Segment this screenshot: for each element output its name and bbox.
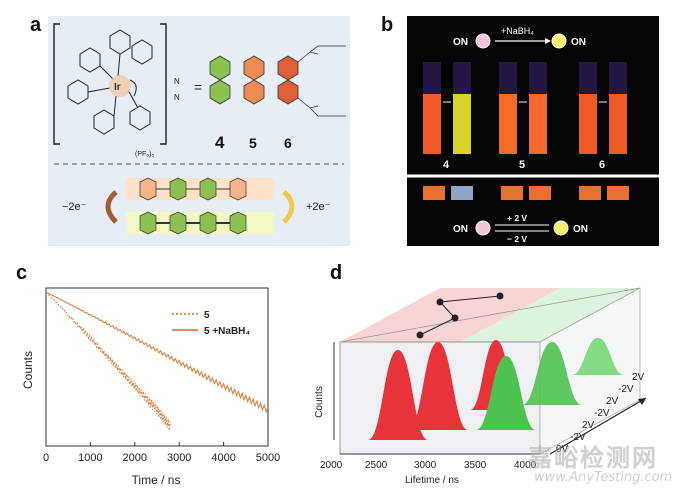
- ligand-label-4: 4: [215, 133, 225, 152]
- peak-green-3: [572, 338, 624, 375]
- on-label-right: ON: [571, 37, 586, 48]
- vial-4-before: [423, 62, 441, 154]
- x-tick-label: 0: [43, 452, 49, 464]
- on-label-bottom-right: ON: [573, 224, 588, 235]
- x-tick-3500: 3500: [464, 460, 487, 471]
- series-layer: [45, 291, 269, 431]
- counter-ion: (PF₆)₅: [135, 151, 154, 158]
- electro-strips: [423, 186, 629, 200]
- chart-frame: [45, 287, 269, 447]
- x-tick-2500: 2500: [365, 460, 388, 471]
- panel-b-figure: ON +NaBH₄ ON 4 5 6 ON + 2 V − 2 V ON: [407, 16, 659, 246]
- oxidized-chain: [126, 177, 274, 201]
- plus-2v-label: + 2 V: [507, 213, 527, 223]
- on-icon-right: [551, 33, 567, 49]
- x-tick-label: 3000: [167, 452, 191, 464]
- ligand-4-structure: [209, 55, 231, 105]
- trace-point: [451, 314, 459, 322]
- z-axis-label: Counts: [314, 386, 325, 418]
- on-label-left: ON: [453, 37, 468, 48]
- panel-b-letter: b: [381, 14, 394, 36]
- on-label-bottom-left: ON: [453, 224, 468, 235]
- minus-2e-label: −2e⁻: [62, 201, 87, 213]
- sample-label-4: 4: [443, 159, 450, 171]
- vial-5-before: [499, 62, 517, 154]
- ligand-label-6: 6: [284, 135, 292, 151]
- trace-point: [496, 292, 504, 300]
- cycle-tick-3: -2V: [594, 408, 610, 419]
- cycle-axis: [549, 397, 647, 455]
- lifetime-axis-label: Lifetime / ns: [405, 475, 459, 486]
- cycle-tick-5: -2V: [618, 384, 634, 395]
- right-bracket: [160, 23, 167, 145]
- x-axis-label: Time / ns: [132, 473, 181, 487]
- x-tick-3000: 3000: [414, 460, 437, 471]
- left-bracket: [53, 23, 60, 145]
- x-tick-label: 1000: [78, 452, 102, 464]
- sample-label-5: 5: [519, 159, 525, 171]
- watermark-url: www.AnyTesting.com: [534, 470, 673, 485]
- x-tick-2000: 2000: [320, 460, 343, 471]
- trace-point: [416, 331, 424, 339]
- legend-label-5: 5: [204, 310, 210, 321]
- lifetime-trace: [419, 295, 501, 336]
- vial-4-after: [453, 62, 471, 154]
- series-line-5: [45, 291, 171, 431]
- cycle-tick-1: -2V: [570, 432, 586, 443]
- x-tick-label: 4000: [211, 452, 235, 464]
- sample-label-6: 6: [599, 159, 605, 171]
- on-icon-bottom-left: [475, 220, 491, 236]
- vial-6-before: [579, 62, 597, 154]
- cycle-tick-6: 2V: [632, 372, 645, 383]
- nabh4-label: +NaBH₄: [501, 26, 534, 36]
- n-label-top: N: [174, 77, 180, 86]
- ligand-5-structure: [243, 55, 265, 105]
- equals-sign: =: [194, 79, 202, 95]
- ligand-label-5: 5: [249, 135, 257, 151]
- panel-d-letter: d: [330, 262, 343, 284]
- panel-c-letter: c: [16, 262, 28, 284]
- decay-chart: 0 1000 2000 3000 4000 5000 Time / ns Counts 5…: [21, 287, 280, 487]
- reduction-arrow: [105, 190, 118, 224]
- minus-2v-label: − 2 V: [507, 234, 527, 244]
- reduced-chain: [126, 211, 274, 235]
- ir-center-glow: [109, 75, 131, 97]
- peak-red-2: [408, 342, 468, 430]
- vial-5-after: [529, 62, 547, 154]
- top-plane-green: [460, 288, 640, 342]
- panel-a-letter: a: [30, 14, 42, 36]
- x-tick-4000: 4000: [514, 460, 537, 471]
- legend-label-5-nabh4: 5 +NaBH₄: [204, 326, 250, 337]
- x-tick-label: 5000: [256, 452, 280, 464]
- ligand-6-structure: [277, 45, 346, 117]
- series-line-5-nabh4: [45, 291, 269, 414]
- cycle-tick-2: 2V: [582, 420, 595, 431]
- plus-2e-label: +2e⁻: [306, 201, 331, 213]
- peak-green-1: [476, 356, 536, 430]
- x-tick-label: 2000: [123, 452, 147, 464]
- cycle-tick-4: 2V: [606, 396, 619, 407]
- watermark-text: 嘉峪检测网: [528, 444, 658, 472]
- oxidation-arrow: [282, 190, 295, 224]
- x-ticks: 0 1000 2000 3000 4000 5000: [43, 442, 280, 464]
- trace-point: [436, 298, 444, 306]
- cycle-tick-0: 0V: [556, 444, 569, 455]
- ir-complex-structure: [67, 29, 153, 135]
- panel-d-figure: Counts 2000 2500 3000 3500 4000 Lifetime…: [314, 287, 647, 486]
- top-plane-red: [340, 288, 560, 342]
- peak-red-1: [368, 350, 428, 440]
- metal-label: Ir: [114, 82, 121, 93]
- on-icon-left: [475, 33, 491, 49]
- on-icon-bottom-right: [553, 220, 569, 236]
- peak-green-2: [522, 342, 582, 405]
- panel-a-figure: Ir (PF₆)₅ N N = 4 5 6: [48, 16, 350, 246]
- n-label-bottom: N: [174, 93, 180, 102]
- vial-6-after: [609, 62, 627, 154]
- y-axis-label: Counts: [21, 351, 35, 389]
